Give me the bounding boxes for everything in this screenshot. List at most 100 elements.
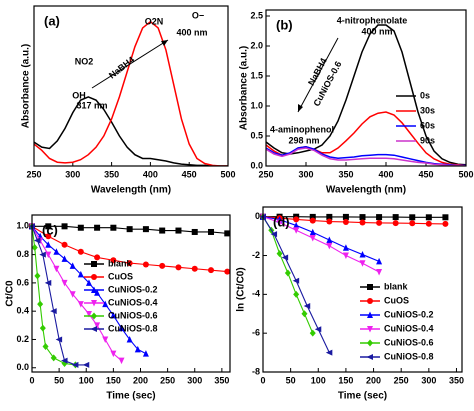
marker	[359, 214, 366, 221]
x-tick-label: 50	[54, 375, 64, 385]
marker	[42, 343, 49, 351]
marker	[409, 214, 416, 221]
panel: 0 50 100 150 200 250 300 350 0 -2 -4 -6 -8 Time (sec)…	[236, 206, 464, 402]
marker	[61, 357, 68, 364]
legend-label: CuNiOS-0.8	[108, 323, 158, 333]
legend-label: CuNiOS-0.4	[108, 297, 158, 307]
marker	[326, 242, 333, 250]
marker	[50, 354, 57, 362]
marker	[134, 345, 141, 353]
marker	[359, 219, 366, 226]
marker	[61, 241, 68, 248]
y-tick-label: 0.6	[16, 277, 29, 287]
marker	[102, 300, 109, 308]
legend-marker	[91, 261, 97, 267]
marker	[37, 300, 44, 308]
marker	[39, 251, 46, 258]
x-tick-label: 100	[79, 375, 94, 385]
marker	[191, 228, 198, 235]
x-tick-label: 500	[220, 169, 235, 179]
annotation: 298 nm	[288, 135, 319, 145]
legend-marker	[90, 326, 97, 332]
marker	[118, 357, 125, 365]
marker	[425, 214, 432, 221]
marker	[53, 265, 60, 273]
legend-marker	[91, 286, 97, 293]
y-tick-label: -4	[252, 289, 260, 299]
marker	[342, 213, 349, 220]
marker	[85, 279, 92, 286]
y-tick-label: 1.5	[250, 70, 263, 80]
x-axis-label: Wavelength (nm)	[326, 185, 406, 196]
legend-label: CuNiOS-0.2	[384, 309, 434, 319]
marker	[77, 270, 84, 278]
x-tick-label: 50	[286, 375, 296, 385]
marker	[314, 326, 322, 333]
marker	[77, 248, 84, 255]
marker	[326, 236, 333, 243]
marker	[191, 265, 198, 272]
legend-label: CuNiOS-0.6	[384, 337, 434, 347]
y-tick-label: -6	[252, 328, 260, 338]
annotation: 317 nm	[76, 100, 107, 110]
marker	[94, 224, 101, 231]
marker	[142, 226, 149, 233]
legend-label: blank	[384, 281, 409, 291]
marker	[39, 324, 46, 332]
series-line	[266, 147, 466, 166]
marker	[208, 267, 215, 274]
annotation: O−	[192, 10, 204, 20]
marker	[118, 324, 125, 332]
marker	[309, 213, 316, 220]
marker	[50, 308, 57, 315]
annotation: OH	[72, 90, 86, 100]
y-axis-label: Absorbance (a.u.)	[239, 46, 250, 130]
legend-label: 60s	[420, 120, 435, 130]
legend-marker	[91, 300, 97, 307]
x-tick-label: 300	[421, 375, 436, 385]
marker	[342, 252, 349, 260]
marker	[34, 272, 41, 280]
y-tick-label: 2.5	[250, 10, 263, 20]
plot-frame	[31, 214, 231, 373]
legend-label: 90s	[420, 135, 435, 145]
plot-frame	[265, 9, 467, 167]
marker	[409, 220, 416, 227]
panel: 0 50 100 150 200 250 300 350 0.0 0.2 0.4 0.6 0.8 1.0 T…	[5, 214, 231, 402]
x-tick-label: 450	[418, 169, 433, 179]
x-tick-label: 350	[104, 169, 119, 179]
y-tick-label: 0.0	[250, 160, 263, 170]
marker	[142, 350, 149, 357]
panel-label: (b)	[276, 17, 293, 32]
y-tick-label: 0.2	[16, 334, 29, 344]
marker	[224, 230, 231, 237]
marker	[425, 220, 432, 227]
marker	[292, 277, 300, 284]
annotation: O2N	[145, 16, 164, 26]
x-axis-label: Time (sec)	[106, 391, 155, 402]
marker	[69, 262, 76, 269]
marker	[110, 350, 117, 358]
series-line	[263, 216, 380, 273]
marker	[31, 244, 38, 252]
y-tick-label: 0.8	[16, 249, 29, 259]
marker	[326, 218, 333, 225]
y-tick-label: 0.0	[16, 362, 29, 372]
legend-marker	[91, 312, 97, 320]
x-tick-label: 350	[214, 375, 229, 385]
marker	[45, 223, 52, 230]
arrow	[297, 37, 339, 113]
legend-marker	[91, 274, 97, 280]
marker	[45, 241, 52, 248]
marker	[77, 224, 84, 231]
marker	[224, 268, 231, 275]
annotation: 4-aminophenol	[270, 124, 334, 134]
marker	[85, 311, 92, 318]
x-tick-label: 200	[133, 375, 148, 385]
legend-label: CuNiOS-0.4	[384, 323, 434, 333]
legend-marker	[367, 339, 373, 347]
marker	[44, 279, 52, 286]
legend-label: CuOS	[108, 271, 133, 281]
marker	[126, 226, 133, 233]
panel-label: (c)	[42, 222, 58, 237]
